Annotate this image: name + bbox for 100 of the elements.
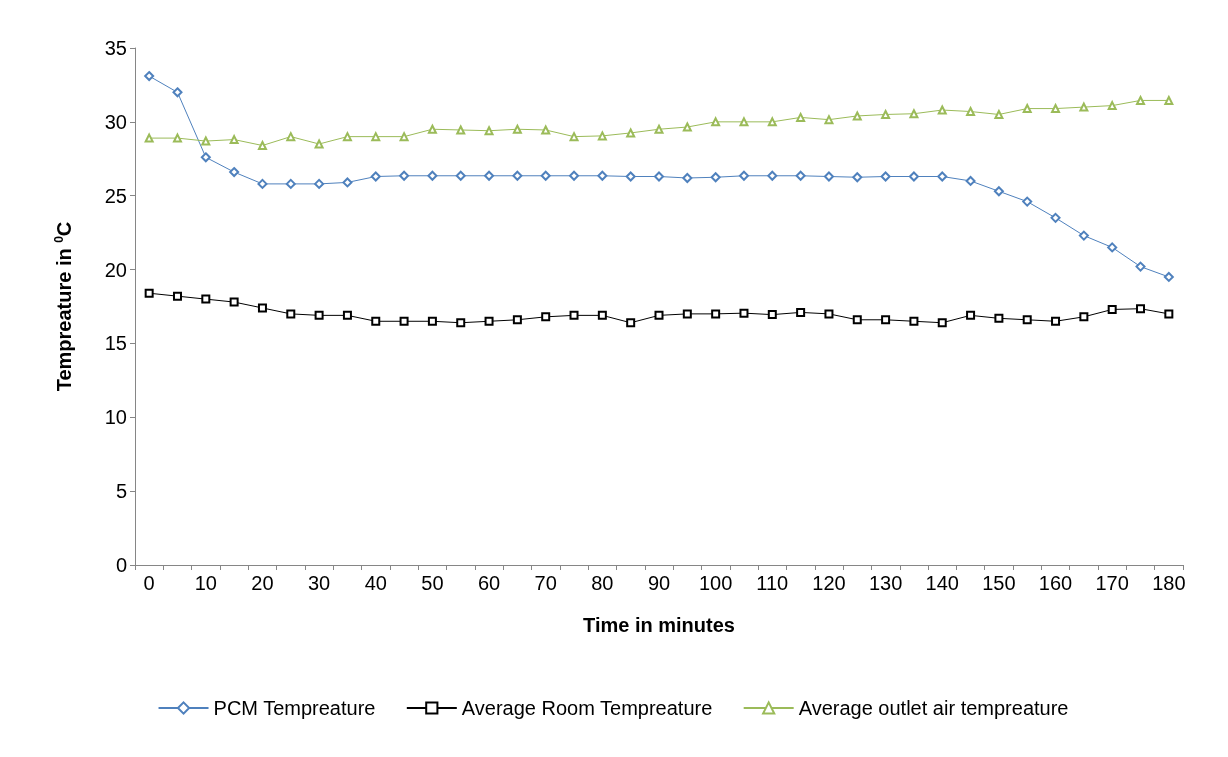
point (1051, 316, 1061, 326)
point (852, 111, 862, 121)
y-tick-label: 20 (104, 258, 127, 281)
x-tick-label: 10 (194, 572, 217, 594)
point (172, 291, 182, 301)
x-tick-label: 100 (698, 572, 733, 594)
point (512, 124, 522, 134)
x-tick-label: 130 (868, 572, 903, 594)
point (1136, 304, 1146, 314)
point (767, 310, 777, 320)
point (229, 297, 239, 307)
point (456, 318, 466, 328)
point (1136, 95, 1146, 105)
point (342, 132, 352, 142)
point (966, 310, 976, 320)
legend-label: Average Room Tempreature (461, 697, 713, 719)
y-tick-label: 35 (104, 37, 127, 59)
x-tick-label: 80 (591, 572, 614, 594)
point (427, 124, 437, 134)
legend-label: PCM Tempreature (213, 697, 376, 719)
x-tick-label: 150 (982, 572, 1016, 594)
point (626, 128, 636, 138)
point (852, 315, 862, 325)
y-tick-label: 30 (104, 110, 127, 133)
point (994, 313, 1004, 323)
point (682, 122, 692, 132)
point (937, 105, 947, 115)
point (767, 117, 777, 127)
point (427, 316, 437, 326)
x-tick-label: 120 (812, 572, 846, 594)
point (937, 318, 947, 328)
point (285, 178, 296, 189)
point (994, 109, 1004, 119)
point (172, 87, 183, 98)
point (682, 172, 693, 183)
point (1022, 104, 1032, 114)
point (342, 177, 353, 188)
point (711, 309, 721, 319)
point (597, 131, 607, 141)
point (342, 310, 352, 320)
x-axis-title: Time in minutes (583, 614, 735, 636)
point (144, 288, 154, 298)
point (880, 171, 891, 182)
point (966, 107, 976, 117)
point (371, 132, 381, 142)
point (456, 125, 466, 135)
point (512, 315, 522, 325)
point (314, 178, 325, 189)
x-tick-label: 0 (143, 572, 155, 594)
point (257, 140, 267, 150)
point (711, 117, 721, 127)
point (455, 170, 466, 181)
point (654, 171, 664, 182)
point (1135, 261, 1146, 272)
point (569, 310, 579, 320)
point (597, 170, 608, 181)
point (682, 309, 692, 319)
point (739, 117, 749, 127)
point (881, 109, 891, 119)
point (399, 132, 409, 142)
point (314, 310, 324, 320)
point (484, 126, 494, 136)
point (1163, 271, 1174, 282)
point (314, 139, 324, 149)
point (823, 171, 834, 182)
point (1107, 304, 1117, 314)
point (796, 307, 806, 317)
point (767, 170, 778, 181)
point (201, 136, 211, 146)
x-tick-label: 50 (421, 572, 444, 594)
point (881, 315, 891, 325)
point (965, 175, 976, 186)
point (1107, 101, 1117, 111)
x-tick-label: 20 (251, 572, 274, 594)
point (172, 133, 182, 143)
point (229, 167, 240, 178)
y-tick-label: 15 (104, 332, 127, 355)
point (370, 171, 381, 182)
point (654, 310, 664, 320)
point (1051, 104, 1061, 114)
point (399, 170, 410, 181)
point (852, 172, 863, 183)
point (399, 316, 409, 326)
point (908, 171, 919, 182)
y-tick-label: 25 (104, 184, 127, 207)
x-tick-label: 110 (756, 572, 789, 594)
point (824, 115, 834, 125)
point (144, 133, 154, 143)
point (484, 170, 495, 181)
point (597, 310, 607, 320)
y-tick-label: 10 (104, 406, 127, 429)
point (1164, 95, 1174, 105)
point (796, 112, 806, 122)
point (1078, 230, 1089, 241)
point (1164, 309, 1174, 319)
x-tick-label: 70 (534, 572, 557, 594)
x-tick-label: 60 (477, 572, 501, 594)
point (286, 309, 296, 319)
legend-label: Average outlet air tempreature (798, 697, 1069, 719)
point (795, 170, 806, 181)
